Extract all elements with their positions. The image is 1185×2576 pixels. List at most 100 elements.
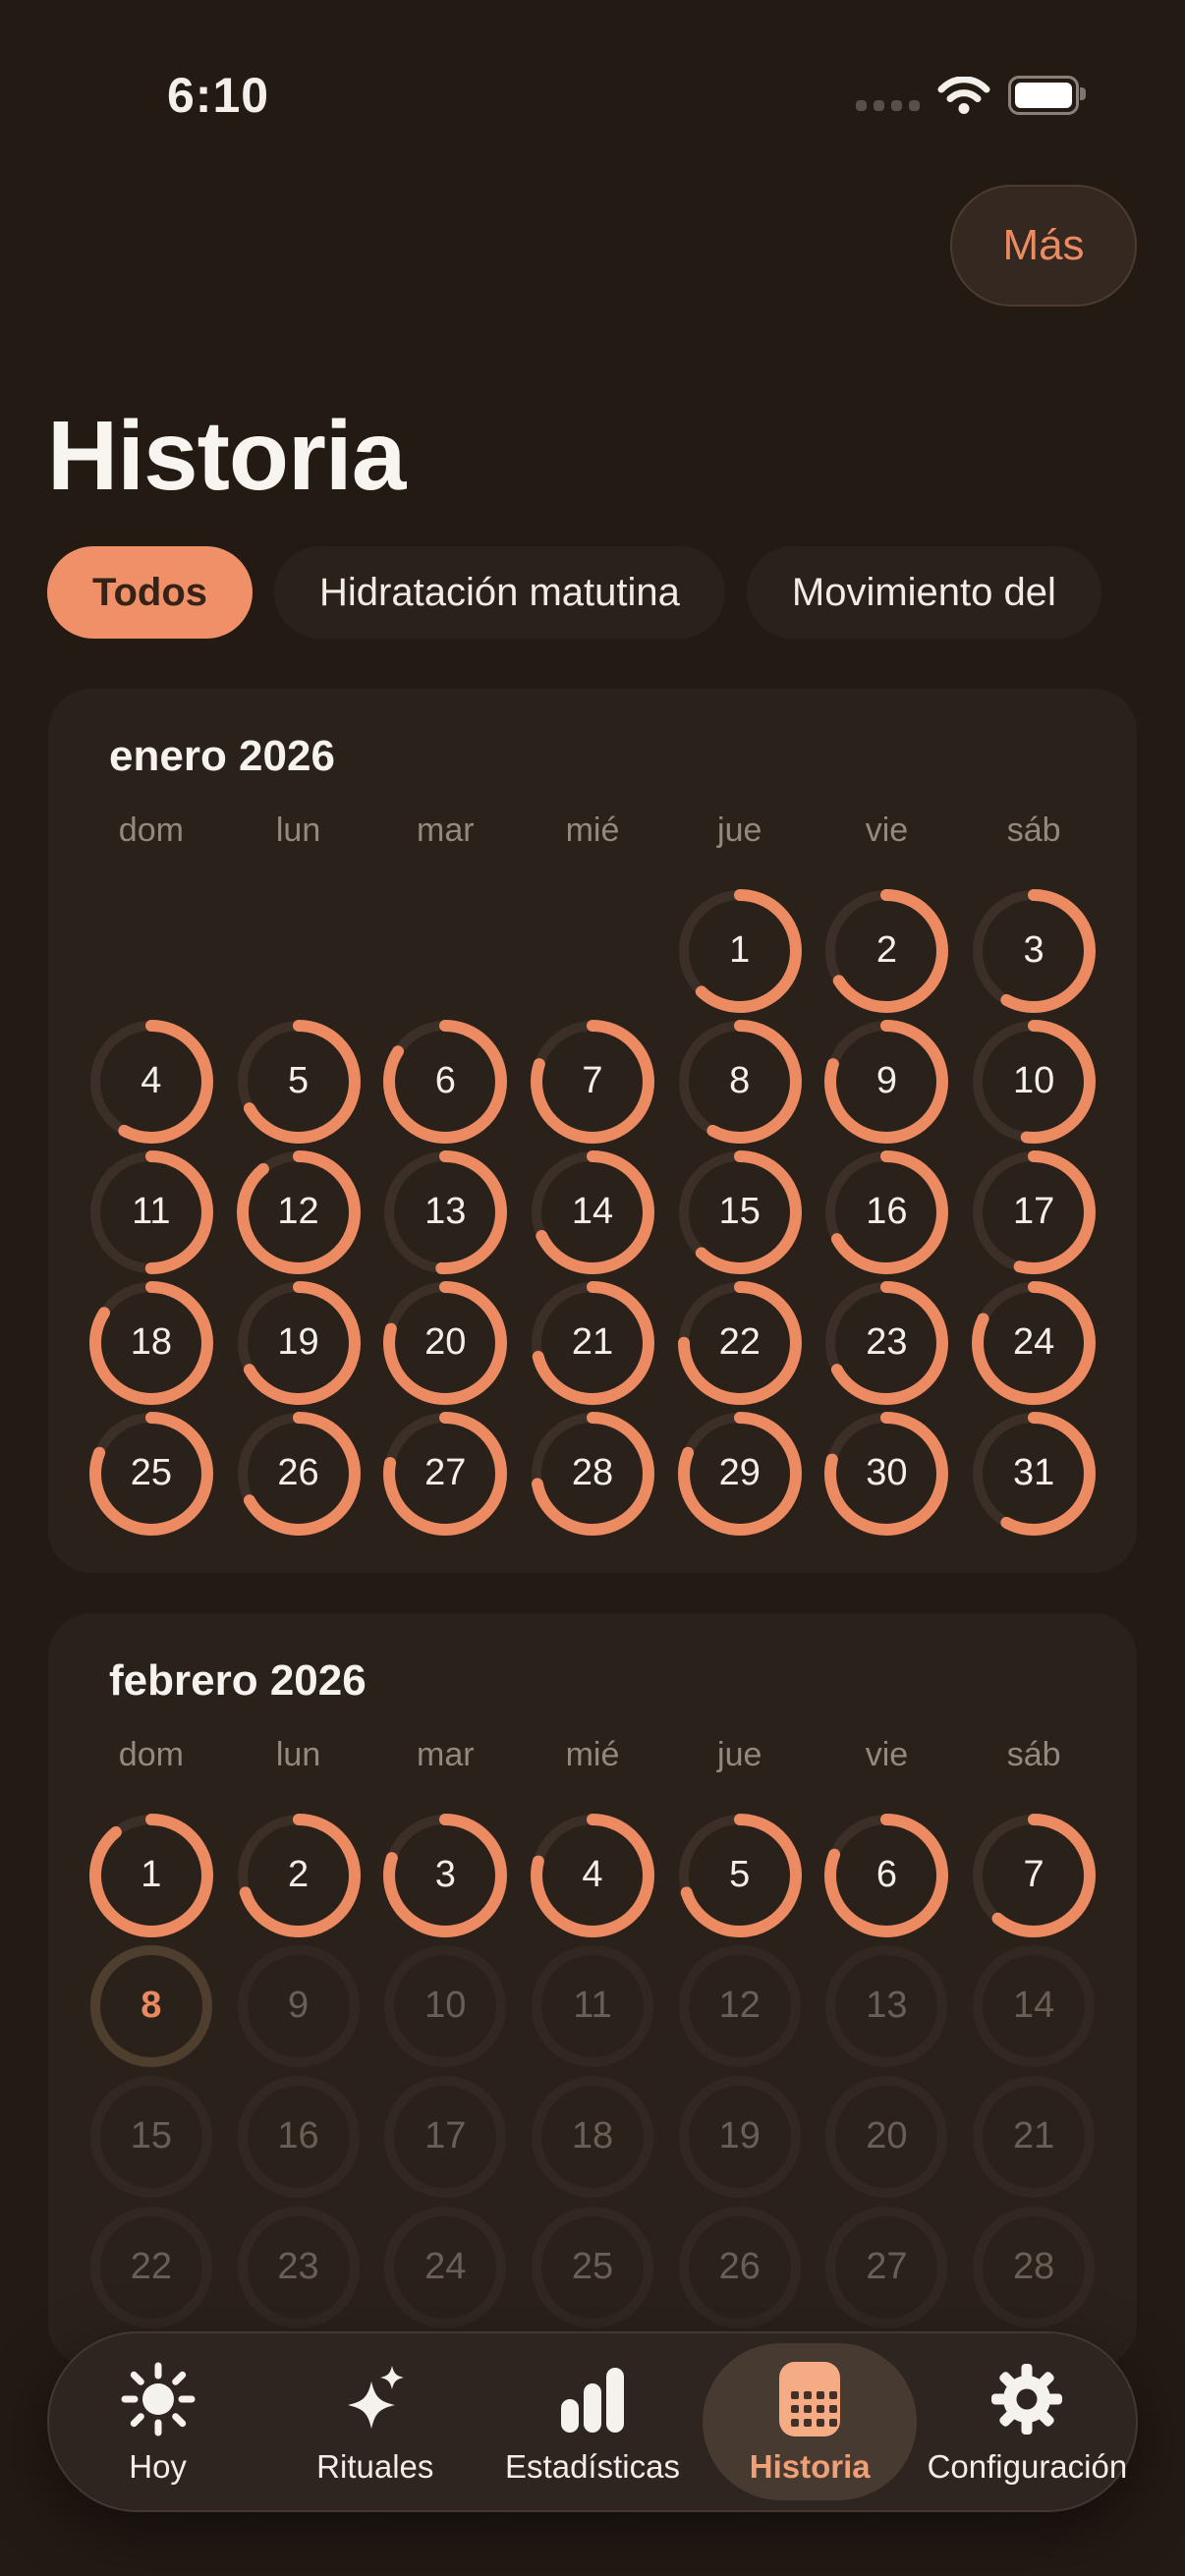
day-cell[interactable]: 17 xyxy=(383,2075,507,2199)
day-cell[interactable]: 9 xyxy=(237,1944,361,2068)
day-number: 18 xyxy=(130,1321,172,1363)
day-ring xyxy=(677,888,802,1013)
day-cell[interactable]: 10 xyxy=(383,1944,507,2068)
day-cell[interactable]: 22 xyxy=(89,2206,213,2329)
day-cell[interactable]: 12 xyxy=(678,1944,802,2068)
day-cell[interactable]: 24 xyxy=(972,1280,1097,1405)
day-cell[interactable]: 20 xyxy=(383,1280,508,1405)
tab-estadisticas[interactable]: Estadísticas xyxy=(483,2333,701,2510)
day-cell[interactable]: 27 xyxy=(383,1411,508,1536)
day-cell[interactable]: 21 xyxy=(530,1280,654,1405)
day-number: 5 xyxy=(287,1060,310,1101)
day-cell[interactable]: 8 xyxy=(677,1019,802,1144)
day-ring xyxy=(825,2206,948,2328)
day-cell[interactable]: 19 xyxy=(236,1280,361,1405)
day-cell[interactable]: 2 xyxy=(236,1813,361,1937)
day-cell[interactable]: 28 xyxy=(972,2206,1096,2329)
day-cell[interactable]: 31 xyxy=(972,1411,1097,1536)
bar-chart-icon xyxy=(560,2368,624,2433)
day-cell[interactable]: 27 xyxy=(824,2206,948,2329)
day-cell[interactable]: 5 xyxy=(677,1813,802,1937)
day-cell[interactable]: 4 xyxy=(530,1813,654,1937)
day-cell[interactable]: 24 xyxy=(383,2206,507,2329)
day-cell[interactable]: 2 xyxy=(824,888,949,1013)
filter-chip-movimiento[interactable]: Movimiento del xyxy=(746,546,1101,639)
filter-chip-todos[interactable]: Todos xyxy=(47,546,254,639)
day-ring xyxy=(383,1813,508,1937)
tab-hoy[interactable]: Hoy xyxy=(49,2333,266,2510)
day-ring xyxy=(237,1944,360,2067)
day-ring xyxy=(677,1813,802,1937)
day-cell[interactable]: 14 xyxy=(972,1944,1096,2068)
day-cell[interactable]: 26 xyxy=(678,2206,802,2329)
filter-chip-hidratacion[interactable]: Hidratación matutina xyxy=(274,546,725,639)
day-cell[interactable]: 21 xyxy=(972,2075,1096,2199)
day-number: 15 xyxy=(718,1191,761,1232)
day-cell[interactable]: 17 xyxy=(972,1149,1097,1274)
day-number: 6 xyxy=(434,1060,456,1101)
day-ring xyxy=(236,1280,361,1405)
calendar-icon xyxy=(779,2362,841,2436)
battery-icon xyxy=(1008,76,1086,115)
day-cell-empty xyxy=(237,889,361,1013)
day-cell[interactable]: 10 xyxy=(972,1019,1097,1144)
day-cell[interactable]: 3 xyxy=(383,1813,508,1937)
more-button[interactable]: Más xyxy=(950,185,1137,307)
day-cell[interactable]: 15 xyxy=(89,2075,213,2199)
weekday-row: dom lun mar mié jue vie sáb xyxy=(78,1735,1107,1774)
day-number: 16 xyxy=(866,1191,908,1232)
day-cell[interactable]: 23 xyxy=(237,2206,361,2329)
tab-configuracion[interactable]: Configuración xyxy=(919,2333,1136,2510)
day-cell[interactable]: 25 xyxy=(531,2206,654,2329)
day-cell[interactable]: 13 xyxy=(824,1944,948,2068)
day-cell[interactable]: 26 xyxy=(236,1411,361,1536)
day-cell[interactable]: 1 xyxy=(677,888,802,1013)
day-cell[interactable]: 7 xyxy=(530,1019,654,1144)
day-cell[interactable]: 6 xyxy=(824,1813,949,1937)
day-number: 27 xyxy=(866,2246,908,2287)
day-cell[interactable]: 20 xyxy=(824,2075,948,2199)
day-number: 15 xyxy=(130,2115,172,2156)
day-cell[interactable]: 30 xyxy=(824,1411,949,1536)
day-cell[interactable]: 12 xyxy=(236,1149,361,1274)
day-cell[interactable]: 22 xyxy=(677,1280,802,1405)
day-number: 10 xyxy=(424,1985,467,2026)
tab-historia[interactable]: Historia xyxy=(702,2333,919,2510)
day-cell[interactable]: 1 xyxy=(88,1813,213,1937)
day-ring xyxy=(236,1149,361,1274)
day-cell[interactable]: 15 xyxy=(677,1149,802,1274)
day-cell[interactable]: 13 xyxy=(383,1149,508,1274)
day-cell[interactable]: 23 xyxy=(824,1280,949,1405)
day-cell[interactable]: 16 xyxy=(824,1149,949,1274)
day-cell[interactable]: 9 xyxy=(824,1019,949,1144)
day-cell[interactable]: 25 xyxy=(88,1411,213,1536)
day-cell[interactable]: 18 xyxy=(88,1280,213,1405)
day-number: 17 xyxy=(424,2115,467,2156)
day-ring xyxy=(531,2206,653,2328)
day-cell[interactable]: 3 xyxy=(972,888,1097,1013)
day-number: 7 xyxy=(582,1060,603,1101)
day-cell[interactable]: 19 xyxy=(678,2075,802,2199)
day-cell[interactable]: 11 xyxy=(531,1944,654,2068)
day-cell-empty xyxy=(383,889,507,1013)
day-cell[interactable]: 29 xyxy=(677,1411,802,1536)
day-cell[interactable]: 11 xyxy=(88,1149,213,1274)
day-cell[interactable]: 14 xyxy=(530,1149,654,1274)
weekday-label: mié xyxy=(565,812,620,849)
day-ring xyxy=(530,1019,654,1144)
day-number: 24 xyxy=(1012,1321,1055,1363)
gear-icon xyxy=(991,2364,1063,2435)
day-cell[interactable]: 7 xyxy=(972,1813,1097,1937)
day-cell[interactable]: 16 xyxy=(237,2075,361,2199)
day-cell[interactable]: 4 xyxy=(88,1019,213,1144)
month-card-febrero: febrero 2026 dom lun mar mié jue vie sáb… xyxy=(48,1613,1137,2367)
tab-rituales[interactable]: Rituales xyxy=(266,2333,483,2510)
day-number: 20 xyxy=(424,1321,467,1363)
day-cell[interactable]: 5 xyxy=(236,1019,361,1144)
day-cell[interactable]: 18 xyxy=(531,2075,654,2199)
day-cell[interactable]: 28 xyxy=(530,1411,654,1536)
day-cell[interactable]: 6 xyxy=(383,1019,508,1144)
day-cell[interactable]: 8 xyxy=(89,1944,213,2068)
tab-label: Historia xyxy=(749,2448,871,2485)
day-ring xyxy=(824,888,949,1013)
